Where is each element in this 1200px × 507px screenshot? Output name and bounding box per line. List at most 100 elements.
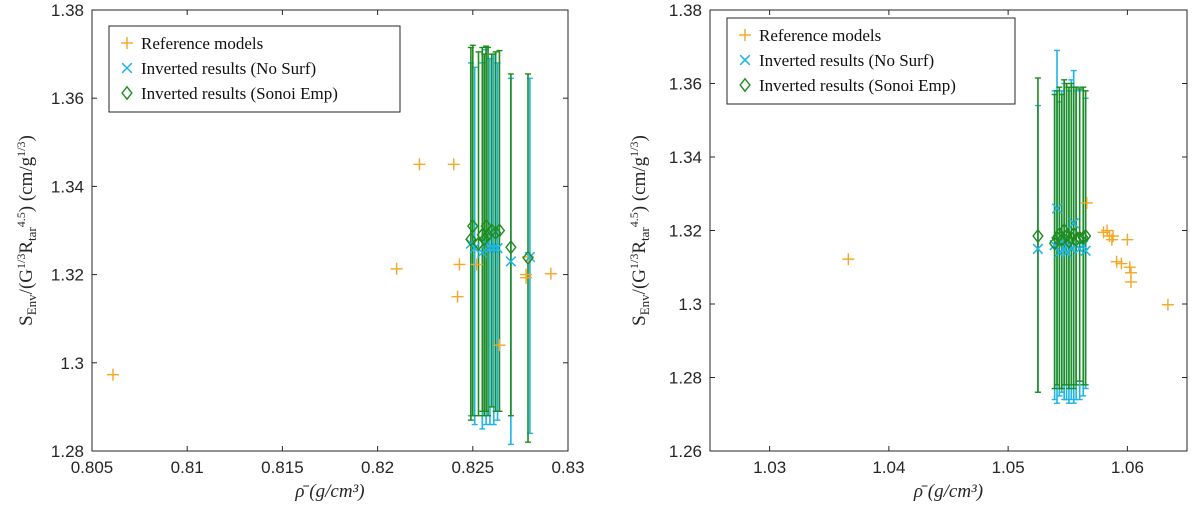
point-sonoi-emp — [522, 250, 534, 266]
legend-box — [726, 17, 1016, 105]
point-sonoi-emp — [1032, 228, 1044, 244]
point-reference-model — [1080, 196, 1093, 209]
legend-marker — [739, 77, 751, 93]
x-axis-label: ρ̄ (g/cm³) — [913, 481, 983, 502]
point-reference-model — [1121, 233, 1134, 246]
x-axis-label: ρ̄ (g/cm³) — [294, 481, 364, 502]
legend-marker — [739, 54, 751, 66]
point-sonoi-emp — [1056, 232, 1068, 248]
y-tick-label: 1.36 — [669, 75, 702, 94]
point-reference-model — [106, 368, 119, 381]
y-tick-label: 1.3 — [678, 295, 702, 314]
error-bar-sonoi — [1082, 90, 1089, 386]
y-tick-label: 1.28 — [51, 442, 84, 461]
point-reference-model — [1107, 230, 1120, 243]
point-no-surf — [1080, 245, 1091, 257]
legend-marker — [121, 62, 133, 74]
x-tick-label: 0.82 — [361, 458, 394, 477]
error-bar-sonoi — [1076, 88, 1083, 382]
chart-panel-1: 0.805 0.81 0.815 0.82 0.825 0.83 1.28 1.3 1.32 1.… — [14, 1, 585, 502]
legend-marker — [739, 29, 751, 41]
data-layer — [106, 44, 557, 446]
point-sonoi-emp — [1058, 223, 1070, 238]
y-tick-label: 1.36 — [51, 89, 84, 108]
point-sonoi-emp — [467, 218, 479, 234]
point-reference-model — [390, 262, 403, 275]
point-reference-model — [447, 158, 460, 171]
y-tick-label: 1.32 — [669, 222, 702, 241]
y-axis-label: SEnv/(G1/3Rtar4.5) (cm/g1/3) — [14, 135, 39, 326]
x-tick-label: 1.06 — [1111, 458, 1144, 477]
legend-label: Inverted results (Sonoi Emp) — [141, 84, 338, 103]
point-no-surf — [1032, 243, 1044, 255]
y-tick-label: 1.34 — [669, 148, 702, 167]
point-reference-model — [1161, 298, 1174, 311]
point-reference-model — [1115, 257, 1128, 270]
legend-label: Reference models — [141, 34, 263, 53]
y-tick-label: 1.28 — [669, 369, 702, 388]
x-tick-label: 0.81 — [171, 458, 204, 477]
point-reference-model — [1110, 255, 1123, 268]
legend-marker — [121, 85, 133, 101]
y-tick-label: 1.38 — [669, 1, 702, 20]
point-no-surf — [488, 242, 500, 254]
point-sonoi-emp — [480, 218, 492, 234]
legend-label: Inverted results (Sonoi Emp) — [759, 76, 956, 95]
x-tick-label: 0.815 — [261, 458, 304, 477]
plot-area — [91, 9, 569, 452]
legend: Reference models Inverted results (No Sur… — [726, 17, 1016, 105]
legend-marker — [121, 37, 133, 49]
point-sonoi-emp — [505, 239, 517, 255]
x-tick-label: 1.05 — [992, 458, 1025, 477]
y-tick-label: 1.34 — [51, 177, 84, 196]
legend-label: Inverted results (No Surf) — [759, 51, 934, 70]
point-sonoi-emp — [478, 231, 490, 247]
error-bar-sonoi — [469, 44, 476, 417]
point-reference-model — [1123, 261, 1136, 274]
point-reference-model — [451, 290, 464, 303]
point-reference-model — [413, 158, 426, 171]
y-tick-label: 1.32 — [51, 266, 84, 285]
point-no-surf — [492, 242, 503, 254]
point-sonoi-emp — [1079, 228, 1092, 244]
point-reference-model — [493, 339, 506, 352]
point-no-surf — [484, 242, 496, 254]
point-sonoi-emp — [493, 223, 506, 238]
point-sonoi-emp — [486, 223, 498, 238]
point-sonoi-emp — [489, 225, 502, 241]
point-reference-model — [1124, 275, 1137, 288]
point-no-surf — [1061, 247, 1072, 258]
y-axis-label: SEnv/(G1/3Rtar4.5) (cm/g1/3) — [627, 135, 652, 326]
x-tick-label: 0.825 — [452, 458, 495, 477]
point-sonoi-emp — [1077, 230, 1089, 246]
legend-box — [108, 25, 401, 113]
point-reference-model — [544, 267, 557, 280]
point-sonoi-emp — [1073, 230, 1086, 246]
chart-panel-2: 1.03 1.04 1.05 1.06 1.26 1.28 1.3 1.32 1.34 1.36 1… — [627, 1, 1188, 502]
point-sonoi-emp — [1067, 226, 1080, 242]
y-tick-label: 1.3 — [60, 354, 84, 373]
y-tick-label: 1.26 — [669, 442, 702, 461]
x-tick-label: 0.805 — [71, 458, 114, 477]
legend-label: Reference models — [759, 26, 881, 45]
x-tick-label: 1.03 — [753, 458, 786, 477]
point-reference-model — [1101, 224, 1114, 237]
point-reference-model — [453, 258, 466, 271]
legend: Reference models Inverted results (No Sur… — [108, 25, 401, 113]
x-tick-label: 1.04 — [872, 458, 905, 477]
point-no-surf — [1051, 203, 1063, 214]
point-no-surf — [505, 256, 517, 267]
point-sonoi-emp — [1053, 226, 1066, 242]
point-reference-model — [470, 258, 483, 271]
error-bar-sonoi — [507, 73, 514, 417]
point-sonoi-emp — [465, 231, 477, 247]
y-tick-label: 1.38 — [51, 1, 84, 20]
point-reference-model — [842, 253, 855, 266]
data-layer — [842, 49, 1174, 404]
x-tick-label: 0.83 — [551, 458, 584, 477]
legend-label: Inverted results (No Surf) — [141, 59, 316, 78]
point-reference-model — [520, 268, 533, 281]
point-no-surf — [1068, 217, 1080, 229]
error-bar-sonoi — [1034, 77, 1041, 393]
